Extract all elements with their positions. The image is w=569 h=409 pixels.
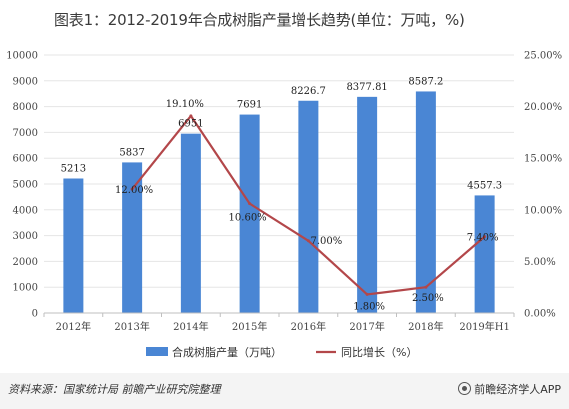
y2-tick-label: 10.00% xyxy=(524,205,562,216)
line-point xyxy=(424,285,428,289)
line-value-label: 2.50% xyxy=(412,293,444,304)
legend-label-line: 同比增长（%） xyxy=(341,345,417,359)
bar xyxy=(122,162,143,313)
bar-value-label: 5213 xyxy=(61,164,86,175)
bar-value-label: 6951 xyxy=(178,119,203,130)
line-value-label: 7.00% xyxy=(310,236,342,247)
y2-tick-label: 0.00% xyxy=(524,309,556,320)
combo-chart: 0 1000 2000 3000 4000 5000 6000 7000 8000 9000 100… xyxy=(6,51,562,360)
x-tick-label: 2018年 xyxy=(408,320,443,333)
brand-text: 前瞻经济学人APP xyxy=(474,383,561,396)
y-tick-label: 0 xyxy=(32,309,38,320)
grid-lines xyxy=(44,54,514,288)
line-value-label: 1.80% xyxy=(353,301,385,312)
chart-title: 图表1：2012-2019年合成树脂产量增长趋势(单位：万吨，%) xyxy=(54,11,465,29)
axes: 0 1000 2000 3000 4000 5000 6000 7000 8000 9000 100… xyxy=(6,51,562,334)
bar-value-label: 4557.3 xyxy=(467,180,502,191)
bar xyxy=(180,133,201,313)
line-point xyxy=(483,235,487,239)
legend-label-bar: 合成树脂产量（万吨） xyxy=(172,345,282,359)
line-value-label: 12.00% xyxy=(115,185,153,196)
x-tick-label: 2019年H1 xyxy=(459,320,510,333)
line-value-label: 7.40% xyxy=(467,233,499,244)
line-series xyxy=(130,114,487,296)
y-tick-label: 6000 xyxy=(13,154,38,165)
y-tick-label: 3000 xyxy=(13,231,38,242)
y2-tick-label: 5.00% xyxy=(524,257,556,268)
x-tick-label: 2012年 xyxy=(56,320,91,333)
bar xyxy=(298,100,319,314)
bar-value-label: 7691 xyxy=(237,100,262,111)
source-note: 资料来源：国家统计局 前瞻产业研究院整理 xyxy=(8,383,221,396)
y-tick-label: 5000 xyxy=(13,180,38,191)
bar xyxy=(63,178,84,313)
x-tick-label: 2013年 xyxy=(114,320,149,333)
y-tick-label: 9000 xyxy=(13,76,38,87)
brand-credit: 前瞻经济学人APP xyxy=(458,381,561,397)
line-value-label: 19.10% xyxy=(166,99,204,110)
line-point xyxy=(130,187,134,191)
bar-value-label: 5837 xyxy=(119,147,144,158)
y-tick-label: 7000 xyxy=(13,128,38,139)
x-tick-label: 2015年 xyxy=(232,320,267,333)
x-tick-label: 2014年 xyxy=(173,320,208,333)
legend-swatch-bar xyxy=(146,347,168,356)
line-point xyxy=(248,202,252,206)
line-point xyxy=(306,239,310,243)
bar-value-label: 8377.81 xyxy=(346,82,387,93)
x-tick-label: 2017年 xyxy=(349,320,384,333)
bar xyxy=(357,96,378,313)
y-tick-label: 8000 xyxy=(13,102,38,113)
line-point xyxy=(365,292,369,296)
bar xyxy=(239,114,260,313)
y2-tick-label: 15.00% xyxy=(524,154,562,165)
bar-value-label: 8226.7 xyxy=(291,86,326,97)
bar-value-label: 8587.2 xyxy=(408,76,443,87)
bar xyxy=(474,195,495,313)
y2-tick-label: 20.00% xyxy=(524,102,562,113)
x-tick-label: 2016年 xyxy=(291,320,326,333)
y-tick-label: 2000 xyxy=(13,257,38,268)
bar xyxy=(415,91,436,313)
footer: 资料来源：国家统计局 前瞻产业研究院整理 前瞻经济学人APP xyxy=(0,373,569,409)
line-point xyxy=(189,114,193,118)
y2-tick-label: 25.00% xyxy=(524,51,562,62)
line-value-label: 10.60% xyxy=(229,213,267,224)
y-tick-label: 10000 xyxy=(6,51,38,62)
data-labels: 5213 5837 6951 7691 8226.7 8377.81 8587.2 4557.… xyxy=(61,76,502,312)
bar-series xyxy=(63,91,495,314)
y-tick-label: 1000 xyxy=(13,283,38,294)
legend: 合成树脂产量（万吨） 同比增长（%） xyxy=(146,345,417,359)
y-tick-label: 4000 xyxy=(13,205,38,216)
brand-logo-icon xyxy=(458,382,472,395)
